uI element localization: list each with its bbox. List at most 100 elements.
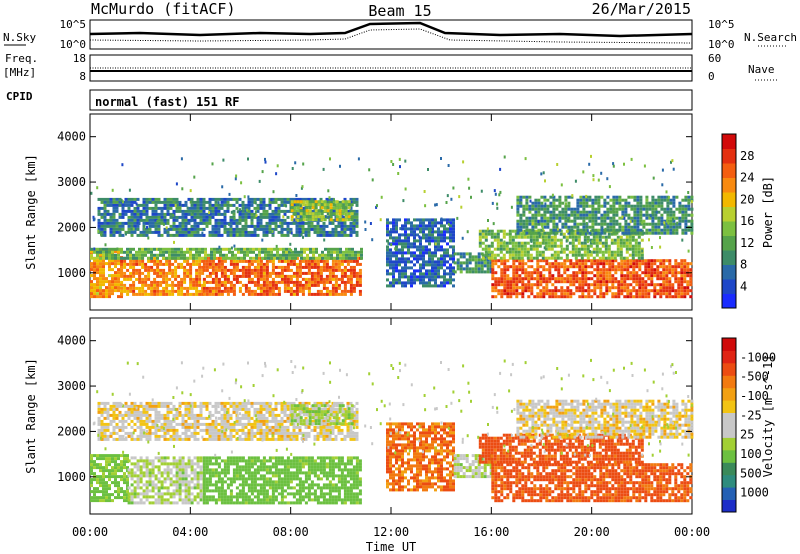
noise-cell (542, 171, 545, 175)
heatmap-cell (153, 280, 157, 284)
heatmap-cell (247, 265, 251, 269)
heatmap-cell (590, 265, 594, 269)
heatmap-cell (219, 247, 222, 251)
heatmap-cell (138, 292, 142, 296)
heatmap-cell (487, 229, 491, 233)
heatmap-cell (129, 262, 133, 266)
heatmap-cell (531, 219, 535, 223)
heatmap-cell (419, 254, 422, 258)
heatmap-cell (114, 283, 117, 287)
heatmap-cell (274, 286, 278, 290)
heatmap-cell (283, 280, 287, 284)
beam-title: Beam 15 (368, 2, 431, 20)
heatmap-cell (99, 463, 102, 467)
heatmap-cell (322, 224, 326, 228)
heatmap-cell (563, 280, 567, 284)
heatmap-cell (117, 490, 120, 494)
heatmap-cell (96, 253, 99, 257)
heatmap-cell (316, 271, 320, 275)
heatmap-cell (189, 271, 193, 275)
heatmap-cell (573, 225, 577, 229)
heatmap-cell (232, 286, 236, 290)
heatmap-cell (288, 250, 291, 254)
heatmap-cell (330, 253, 333, 257)
heatmap-cell (628, 247, 632, 251)
heatmap-cell (490, 250, 494, 254)
heatmap-cell (514, 241, 518, 245)
heatmap-cell (130, 456, 134, 460)
heatmap-cell (633, 216, 637, 220)
heatmap-cell (583, 241, 587, 245)
heatmap-cell (172, 221, 176, 225)
heatmap-cell (202, 227, 206, 231)
heatmap-cell (518, 268, 522, 272)
heatmap-cell (340, 277, 344, 281)
heatmap-cell (108, 259, 111, 263)
heatmap-cell (478, 238, 482, 242)
heatmap-cell (425, 275, 428, 279)
heatmap-cell (183, 253, 186, 257)
heatmap-cell (537, 210, 541, 214)
heatmap-cell (519, 219, 523, 223)
noise-cell (630, 157, 633, 161)
heatmap-cell (656, 289, 660, 293)
heatmap-cell (264, 250, 267, 254)
heatmap-cell (346, 289, 350, 293)
heatmap-cell (573, 210, 577, 214)
heatmap-cell (99, 454, 102, 458)
heatmap-cell (681, 231, 685, 235)
heatmap-cell (407, 239, 410, 243)
heatmap-cell (253, 289, 257, 293)
heatmap-cell (127, 197, 131, 201)
heatmap-cell (232, 233, 236, 237)
heatmap-cell (583, 235, 587, 239)
noise-cell (458, 195, 461, 199)
heatmap-cell (205, 215, 209, 219)
heatmap-cell (177, 292, 181, 296)
heatmap-cell (250, 200, 254, 204)
heatmap-cell (174, 250, 177, 254)
heatmap-cell (133, 474, 137, 478)
heatmap-cell (332, 212, 336, 216)
heatmap-cell (419, 230, 422, 234)
heatmap-cell (120, 250, 123, 254)
heatmap-cell (99, 265, 102, 269)
heatmap-cell (502, 256, 506, 260)
noise-cell (672, 167, 675, 171)
heatmap-cell (616, 250, 620, 254)
heatmap-cell (247, 262, 251, 266)
heatmap-cell (500, 262, 504, 266)
heatmap-cell (413, 275, 416, 279)
heatmap-cell (639, 210, 643, 214)
heatmap-cell (316, 262, 320, 266)
heatmap-cell (678, 207, 682, 211)
heatmap-cell (111, 466, 114, 470)
heatmap-cell (136, 197, 140, 201)
heatmap-cell (180, 289, 184, 293)
heatmap-cell (117, 274, 120, 278)
heatmap-cell (313, 277, 317, 281)
heatmap-cell (690, 219, 694, 223)
heatmap-cell (665, 280, 669, 284)
heatmap-cell (193, 227, 197, 231)
heatmap-cell (166, 227, 170, 231)
heatmap-cell (259, 212, 263, 216)
heatmap-cell (635, 271, 639, 275)
heatmap-cell (642, 222, 646, 226)
heatmap-cell (115, 218, 119, 222)
heatmap-cell (105, 460, 108, 464)
heatmap-cell (422, 272, 425, 276)
heatmap-cell (159, 247, 162, 251)
heatmap-cell (496, 253, 500, 257)
heatmap-cell (102, 271, 105, 275)
heatmap-cell (503, 283, 507, 287)
heatmap-cell (325, 215, 329, 219)
heatmap-cell (114, 457, 117, 461)
heatmap-cell (526, 256, 530, 260)
heatmap-cell (349, 289, 353, 293)
heatmap-cell (506, 277, 510, 281)
heatmap-cell (484, 250, 488, 254)
heatmap-cell (563, 268, 567, 272)
heatmap-cell (431, 257, 434, 261)
heatmap-cell (117, 481, 120, 485)
